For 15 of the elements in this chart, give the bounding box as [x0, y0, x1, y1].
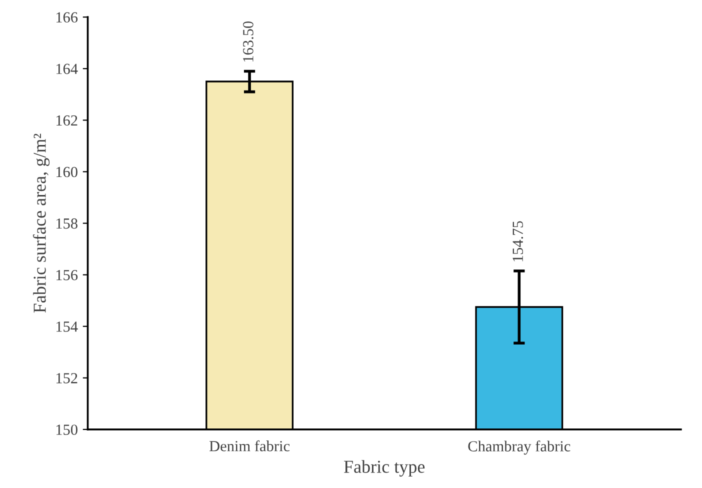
- y-tick-label: 160: [56, 166, 78, 178]
- x-tick-label: Chambray fabric: [468, 440, 570, 455]
- y-tick-label: 152: [56, 373, 78, 384]
- y-tick-label: 154: [56, 322, 78, 332]
- y-axis-title: Fabric surface area, g/m²: [32, 134, 50, 313]
- y-tick-label: 156: [56, 270, 78, 280]
- y-tick-label: 166: [56, 12, 78, 23]
- x-axis-title: Fabric type: [344, 460, 425, 477]
- data-label: 163.50: [243, 21, 254, 62]
- y-tick-label: 162: [56, 115, 78, 126]
- data-label: 154.75: [512, 221, 524, 262]
- y-tick-label: 150: [56, 424, 78, 435]
- x-tick-label: Denim fabric: [209, 440, 290, 452]
- y-tick-label: 164: [56, 64, 78, 74]
- y-tick-label: 158: [56, 218, 78, 229]
